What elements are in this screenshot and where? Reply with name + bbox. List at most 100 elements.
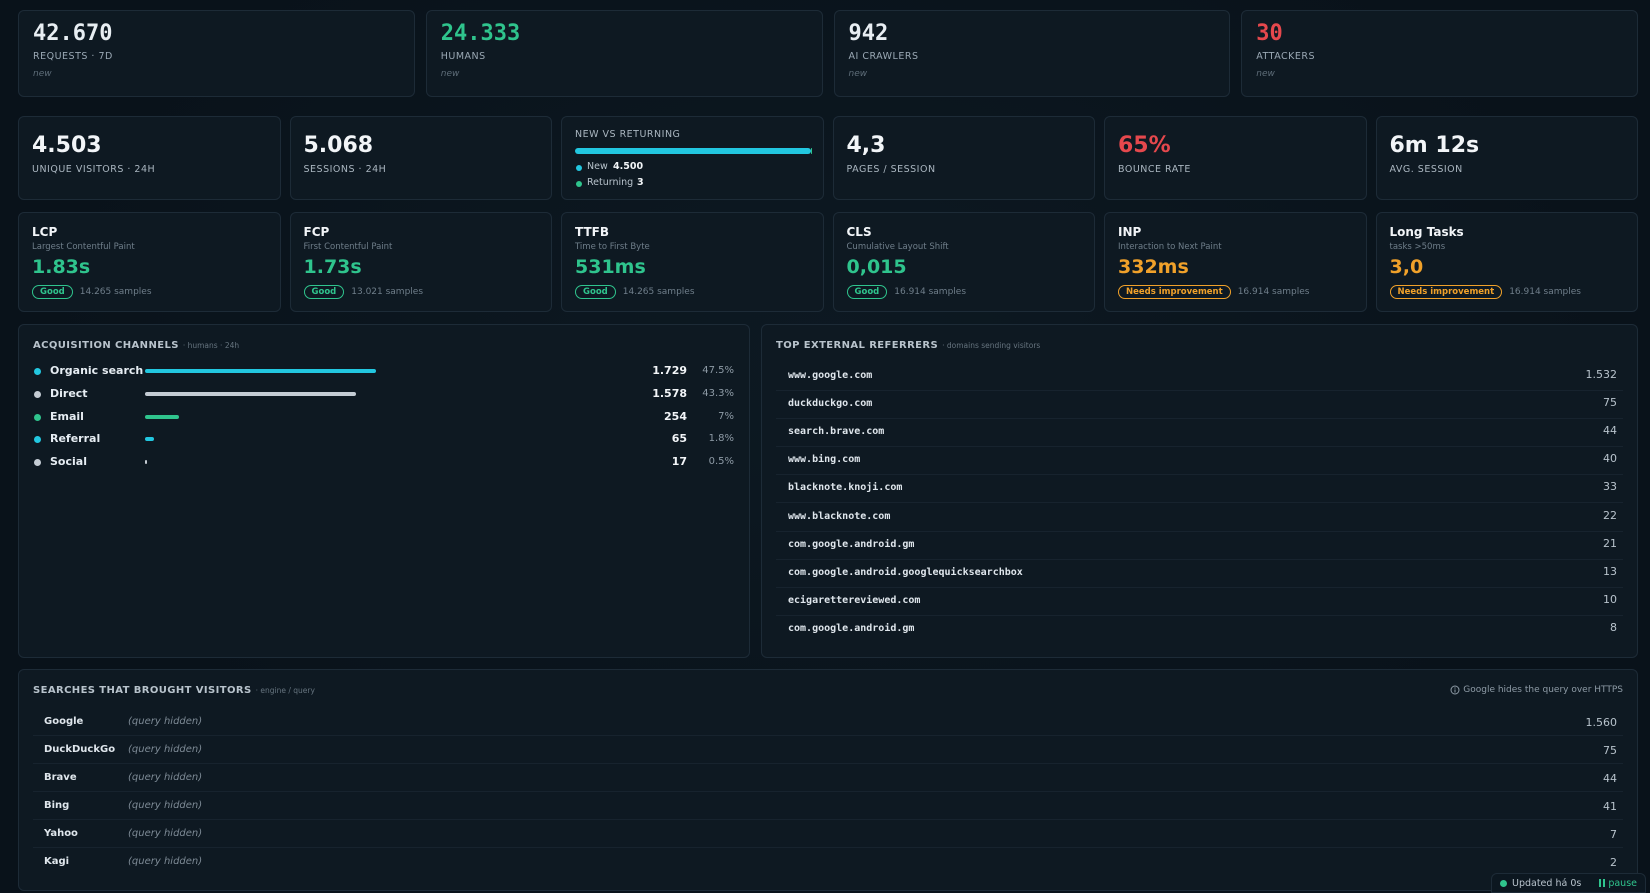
badge-row: Good 14.265 samples — [575, 285, 695, 299]
referrer-domain: com.google.android.gm — [788, 538, 915, 550]
referrer-count: 75 — [1603, 396, 1617, 410]
referrer-domain: com.google.android.gm — [788, 622, 915, 634]
search-count: 75 — [1603, 744, 1617, 757]
panel-title: ACQUISITION CHANNELS — [33, 340, 179, 351]
vital-description: Interaction to Next Paint — [1118, 242, 1222, 252]
vital-name: CLS — [846, 225, 872, 239]
kpi-value: 5.068 — [303, 133, 374, 158]
referrers-panel: TOP EXTERNAL REFERRERS · domains sending … — [761, 324, 1638, 658]
stat-card: 30 ATTACKERS new — [1241, 10, 1638, 97]
kpi-title: NEW VS RETURNING — [575, 129, 681, 140]
row-divider — [33, 735, 1623, 736]
channel-share: 43.3% — [702, 387, 734, 399]
referrer-count: 10 — [1603, 592, 1617, 606]
vital-value: 1.83s — [32, 256, 91, 278]
vital-badge: Needs improvement — [1118, 285, 1231, 299]
channel-bar — [145, 437, 154, 442]
vital-name: TTFB — [575, 225, 609, 239]
stat-label: ATTACKERS — [1256, 51, 1316, 62]
channel-dot — [34, 436, 41, 444]
search-query: (query hidden) — [128, 716, 203, 727]
channel-share: 0.5% — [708, 456, 734, 468]
ratio-bar — [575, 148, 812, 154]
legend-label: New — [587, 161, 608, 172]
vital-samples: 14.265 samples — [79, 287, 152, 297]
channel-count: 254 — [664, 409, 687, 423]
badge-row: Good 14.265 samples — [32, 285, 152, 299]
badge-row: Good 13.021 samples — [303, 285, 423, 299]
stat-note: new — [848, 69, 868, 79]
vital-description: Largest Contentful Paint — [32, 242, 135, 252]
row-divider — [776, 530, 1623, 532]
referrer-domain: com.google.android.googlequicksearchbox — [788, 566, 1023, 578]
kpi-value: 4.503 — [32, 133, 102, 158]
badge-row: Needs improvement 16.914 samples — [1118, 285, 1309, 299]
channel-dot — [34, 390, 41, 398]
vital-badge: Needs improvement — [1389, 285, 1503, 299]
kpi-card: 6m 12s AVG. SESSION — [1375, 116, 1638, 200]
channel-name: Email — [50, 409, 84, 423]
vital-description: Cumulative Layout Shift — [846, 242, 949, 252]
row-divider — [776, 390, 1623, 391]
kpi-value: 4,3 — [846, 133, 886, 158]
panel-title: TOP EXTERNAL REFERRERS — [776, 340, 939, 351]
channel-share: 47.5% — [702, 365, 734, 376]
vital-value: 0,015 — [846, 256, 907, 278]
vital-description: First Contentful Paint — [303, 242, 393, 252]
vital-value: 332ms — [1118, 256, 1189, 278]
channel-name: Referral — [50, 432, 101, 446]
kpi-label: BOUNCE RATE — [1118, 164, 1191, 175]
badge-row: Needs improvement 16.914 samples — [1389, 285, 1581, 299]
status-text: Updated há 0s — [1512, 877, 1582, 889]
vital-samples: 16.914 samples — [1509, 287, 1581, 297]
kpi-card: 65% BOUNCE RATE — [1104, 116, 1367, 200]
row-divider — [33, 847, 1623, 848]
vital-badge: Good — [846, 285, 888, 299]
vital-samples: 14.265 samples — [622, 287, 695, 297]
channel-bar — [145, 460, 148, 465]
stat-label: AI CRAWLERS — [848, 51, 919, 62]
channel-name: Social — [50, 455, 87, 469]
channel-dot — [34, 368, 41, 375]
referrer-count: 1.532 — [1585, 368, 1618, 381]
stat-card: 24.333 HUMANS new — [425, 10, 823, 97]
referrer-domain: ecigarettereviewed.com — [788, 594, 921, 606]
search-query: (query hidden) — [128, 800, 203, 811]
pause-button[interactable]: pause — [1599, 878, 1637, 889]
vital-value: 531ms — [575, 256, 646, 278]
searches-panel: SEARCHES THAT BROUGHT VISITORS · engine /… — [18, 669, 1638, 891]
stat-label: REQUESTS · 7D — [33, 51, 113, 62]
kpi-label: AVG. SESSION — [1389, 164, 1463, 175]
row-divider — [33, 819, 1623, 820]
vital-card: Long Tasks tasks >50ms 3,0 Needs improvemen… — [1375, 212, 1638, 312]
channel-share: 7% — [718, 410, 734, 422]
note: Google hides the query over HTTPS — [1450, 685, 1623, 695]
channel-count: 65 — [671, 432, 687, 446]
channel-dot — [34, 459, 41, 467]
search-query: (query hidden) — [128, 744, 203, 755]
channel-dot — [34, 413, 41, 421]
referrer-domain: www.bing.com — [788, 454, 861, 466]
vital-value: 1.73s — [303, 256, 362, 278]
vital-name: Long Tasks — [1389, 225, 1464, 239]
stat-value: 24.333 — [440, 21, 521, 46]
referrer-count: 33 — [1603, 480, 1617, 494]
stat-value: 42.670 — [33, 21, 113, 46]
channel-name: Organic search — [50, 364, 144, 377]
stat-card: 42.670 REQUESTS · 7D new — [18, 10, 415, 97]
legend-dot — [576, 181, 582, 187]
vital-badge: Good — [32, 285, 73, 299]
search-query: (query hidden) — [128, 856, 203, 867]
referrer-domain: www.google.com — [788, 370, 873, 381]
referrer-count: 8 — [1610, 620, 1617, 634]
kpi-card: NEW VS RETURNING New 4.500 Returning 3 — [561, 116, 824, 200]
search-count: 7 — [1610, 828, 1617, 841]
info-icon — [1450, 685, 1460, 695]
channel-bar — [145, 414, 180, 419]
stat-value: 942 — [848, 21, 889, 46]
panel-header: TOP EXTERNAL REFERRERS · domains sending … — [776, 340, 1040, 351]
channel-bar — [145, 369, 377, 373]
vital-card: TTFB Time to First Byte 531ms Good 14.265 sa… — [561, 212, 824, 312]
vital-description: Time to First Byte — [575, 242, 650, 252]
channel-count: 17 — [671, 455, 687, 469]
